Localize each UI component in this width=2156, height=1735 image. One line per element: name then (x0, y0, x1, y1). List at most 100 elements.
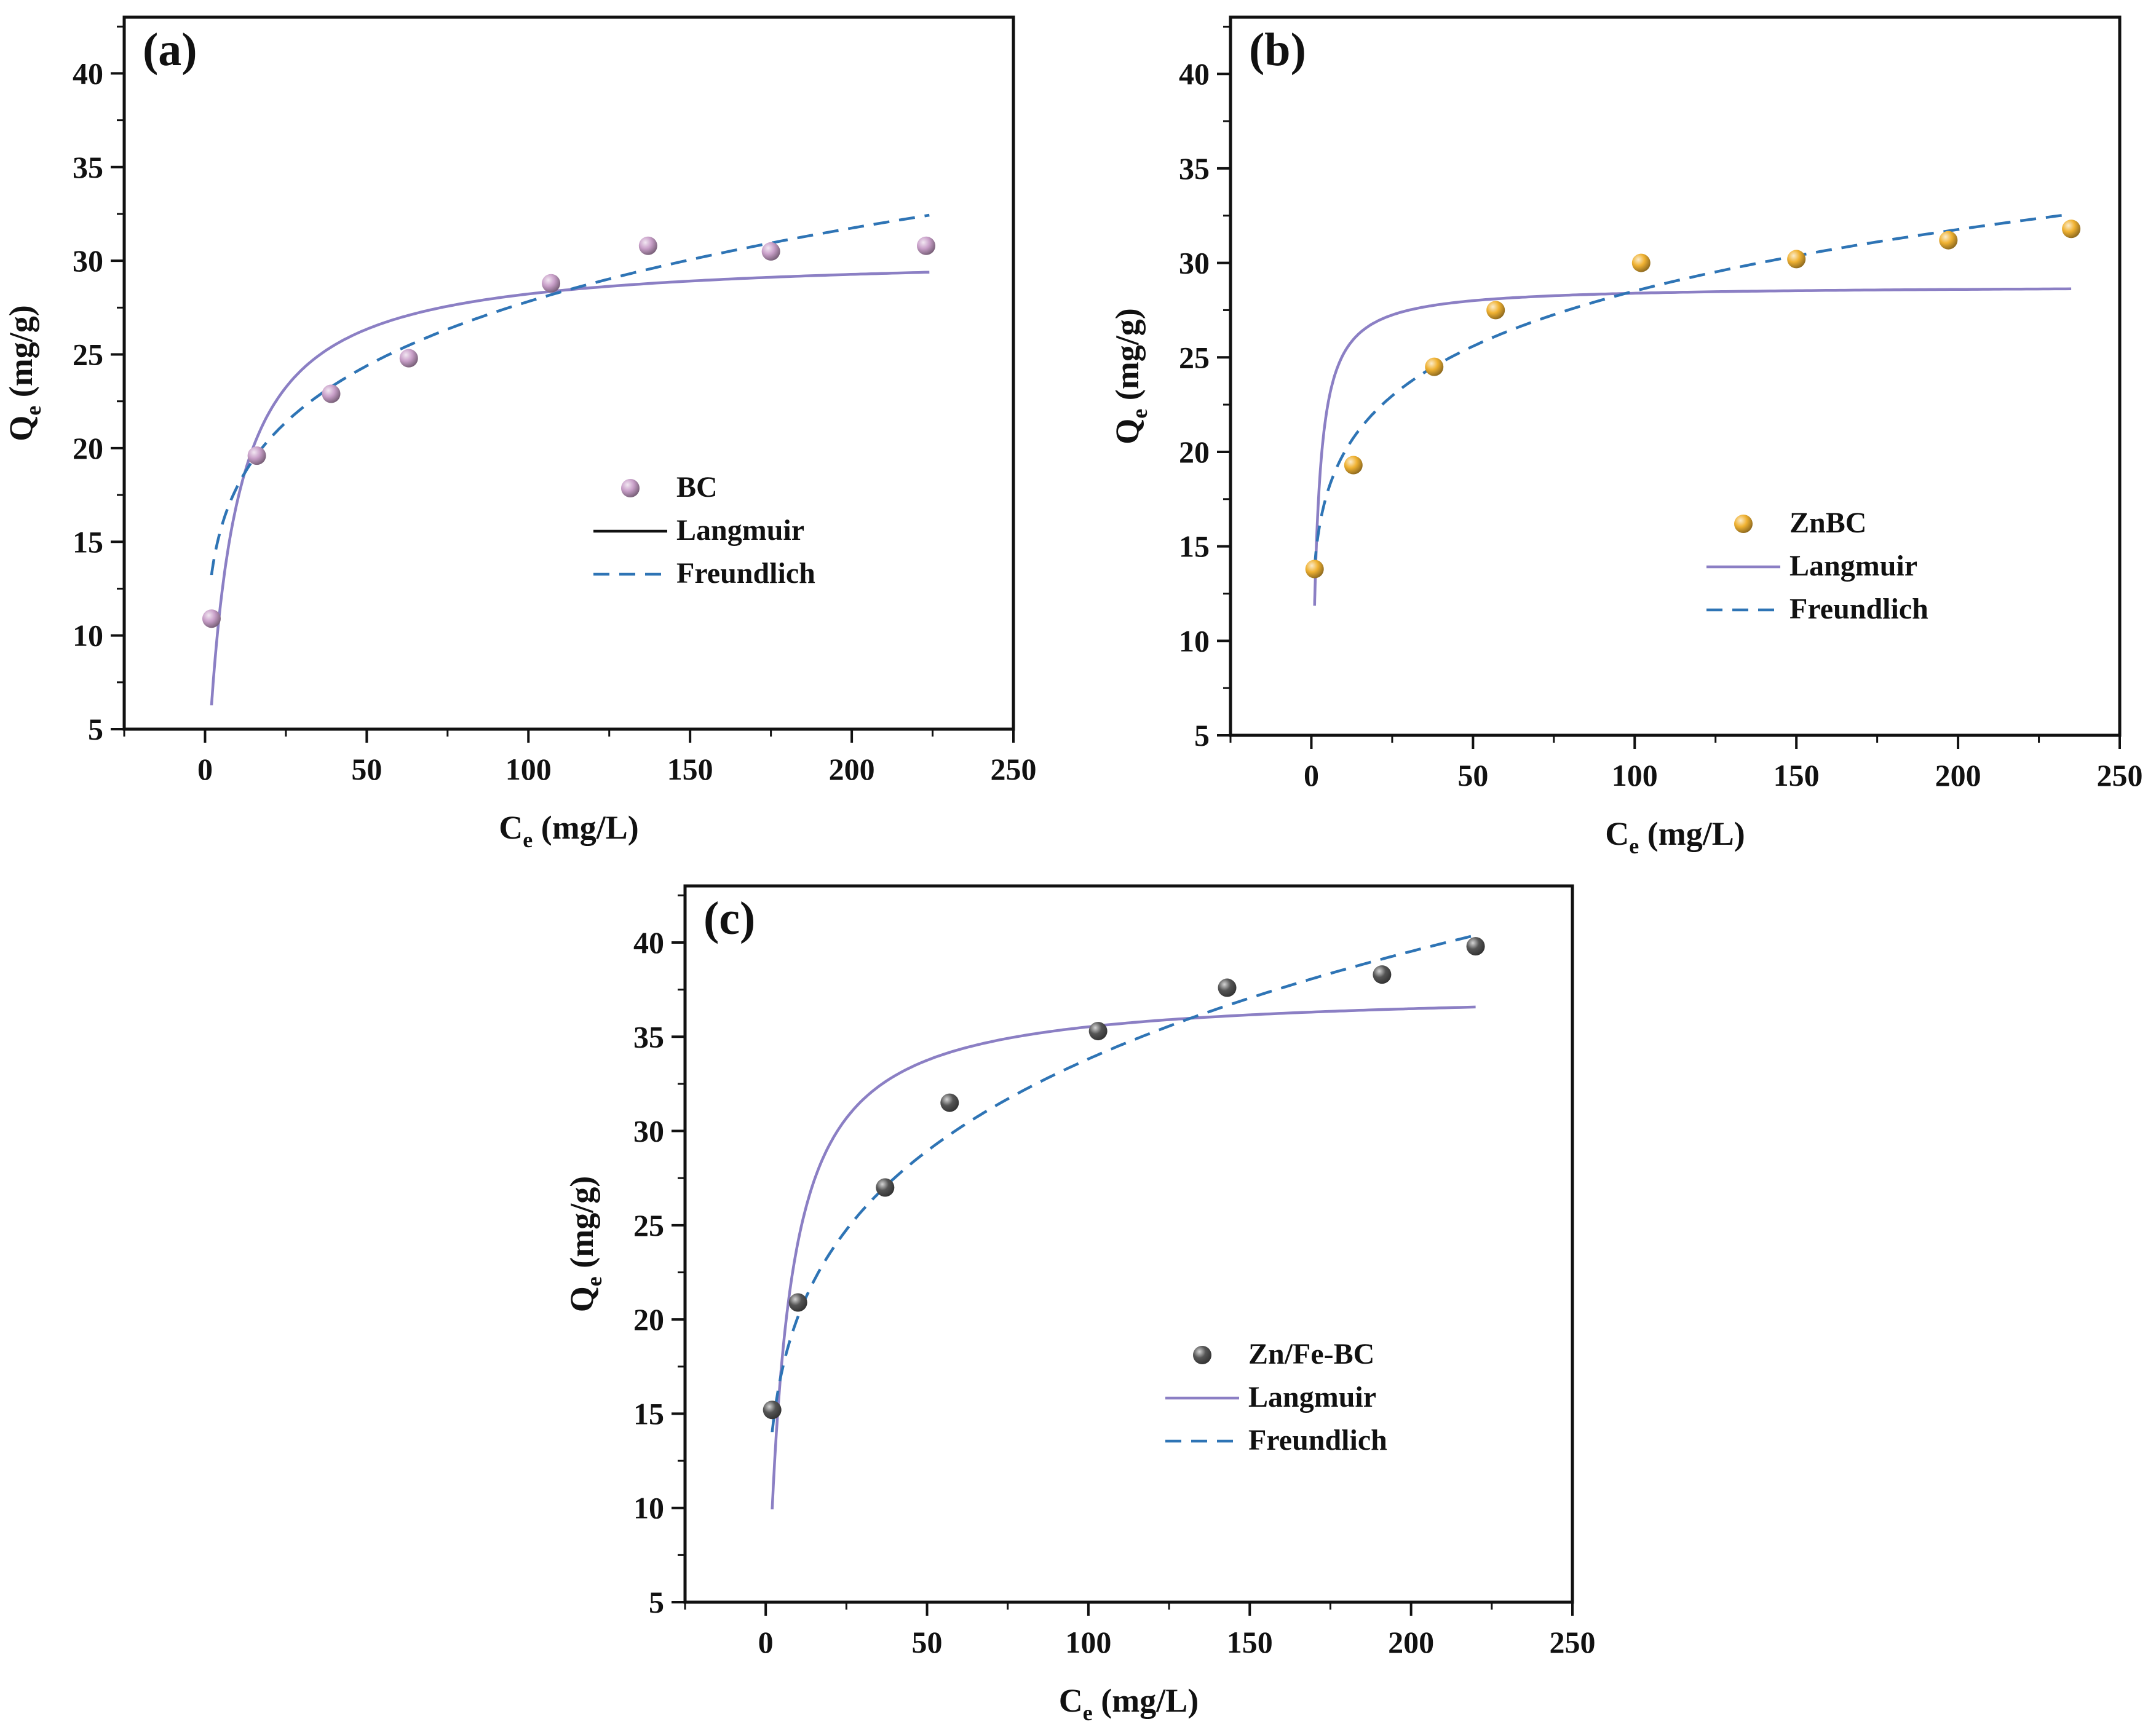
legend-label: BC (676, 471, 718, 504)
x-tick-label: 200 (829, 752, 875, 786)
x-tick-label: 200 (1935, 758, 1981, 792)
y-tick-label: 15 (633, 1396, 664, 1431)
y-tick-label: 35 (1179, 151, 1210, 186)
y-tick-label: 40 (1179, 57, 1210, 91)
data-point (1631, 253, 1651, 272)
y-tick-label: 25 (633, 1208, 664, 1243)
x-tick-label: 150 (667, 752, 713, 786)
y-axis-title: Qe (mg/g) (1109, 308, 1152, 444)
y-axis-title: Qe (mg/g) (563, 1176, 606, 1312)
data-point (788, 1293, 807, 1312)
data-point (1486, 301, 1505, 320)
legend-label: Langmuir (676, 514, 804, 547)
x-axis-title: Ce (mg/L) (1605, 815, 1745, 858)
x-tick-label: 200 (1388, 1625, 1434, 1659)
data-point (542, 274, 561, 293)
y-tick-label: 5 (88, 712, 103, 746)
x-tick-label: 150 (1227, 1625, 1273, 1659)
x-tick-label: 100 (1612, 758, 1658, 792)
freundlich-fit-line (210, 213, 930, 575)
legend-marker (1734, 515, 1753, 533)
y-tick-label: 15 (1179, 529, 1210, 564)
x-axis-title: Ce (mg/L) (1059, 1682, 1199, 1725)
y-tick-label: 10 (73, 619, 103, 653)
x-tick-label: 250 (1550, 1625, 1596, 1659)
y-tick-label: 30 (1179, 246, 1210, 280)
legend: Zn/Fe-BC Langmuir Freundlich (1165, 1338, 1387, 1456)
x-tick-label: 50 (351, 752, 382, 786)
y-tick-label: 20 (1179, 435, 1210, 469)
y-tick-label: 20 (73, 431, 103, 465)
legend-label: Langmuir (1789, 550, 1917, 582)
data-point (1218, 978, 1237, 997)
legend-label: Langmuir (1248, 1381, 1376, 1413)
legend-label: Freundlich (1248, 1424, 1387, 1456)
chart-panel-3: 0 50 100 150 200 250 5 10 15 20 25 30 35 40 Ce (mg/L) Q… (563, 884, 1596, 1725)
y-tick-label: 5 (1194, 718, 1210, 753)
y-tick-label: 15 (73, 524, 103, 559)
y-axis-title: Qe (mg/g) (2, 305, 46, 441)
data-point (2062, 219, 2081, 239)
x-tick-label: 0 (758, 1625, 774, 1659)
legend-label: Freundlich (676, 557, 815, 590)
data-point (202, 609, 221, 628)
panel-label: (b) (1249, 24, 1306, 76)
legend-label: Zn/Fe-BC (1248, 1338, 1374, 1370)
y-tick-label: 35 (633, 1019, 664, 1054)
data-point (638, 236, 657, 255)
langmuir-fit-line (771, 1005, 1476, 1509)
x-axis-title: Ce (mg/L) (499, 809, 638, 852)
y-tick-label: 35 (73, 150, 103, 184)
data-point (761, 242, 780, 261)
data-point (763, 1401, 782, 1420)
legend-marker (1193, 1346, 1211, 1364)
y-tick-label: 25 (73, 338, 103, 372)
panel-label: (c) (703, 893, 755, 944)
data-point (1425, 357, 1444, 376)
x-tick-label: 250 (2097, 758, 2143, 792)
y-tick-label: 30 (73, 243, 103, 278)
legend-marker (621, 479, 640, 497)
data-point (917, 236, 936, 255)
x-tick-label: 0 (1304, 758, 1319, 792)
legend: ZnBC Langmuir Freundlich (1706, 507, 1928, 625)
x-tick-label: 100 (505, 752, 552, 786)
x-tick-label: 100 (1065, 1625, 1111, 1659)
langmuir-fit-line (1313, 287, 2072, 606)
plot-frame (122, 15, 1015, 731)
y-tick-label: 10 (1179, 623, 1210, 658)
x-tick-label: 0 (197, 752, 213, 786)
y-tick-label: 5 (649, 1585, 664, 1619)
x-tick-label: 50 (1457, 758, 1488, 792)
data-point (399, 349, 418, 368)
langmuir-fit-line (210, 271, 930, 706)
chart-panel-1: 0 50 100 150 200 250 5 10 15 20 25 30 35 40 Ce (mg/L) Q… (2, 15, 1037, 852)
y-tick-label: 40 (73, 56, 103, 90)
y-tick-label: 30 (633, 1114, 664, 1148)
data-point (1088, 1022, 1108, 1041)
data-point (940, 1093, 959, 1112)
legend-label: Freundlich (1789, 593, 1928, 625)
data-point (876, 1178, 895, 1197)
plot-frame (1229, 15, 2122, 737)
data-point (322, 384, 341, 403)
data-point (1787, 250, 1806, 269)
freundlich-fit-line (771, 934, 1476, 1433)
data-point (1344, 456, 1363, 475)
legend-label: ZnBC (1789, 507, 1866, 539)
y-tick-label: 40 (633, 925, 664, 960)
panel-label: (a) (143, 24, 197, 76)
x-tick-label: 50 (912, 1625, 943, 1659)
data-point (247, 446, 266, 465)
plot-frame (683, 884, 1574, 1604)
data-point (1466, 937, 1485, 956)
y-tick-label: 25 (1179, 340, 1210, 374)
chart-panel-2: 0 50 100 150 200 250 5 10 15 20 25 30 35 40 Ce (mg/L) Q… (1109, 15, 2143, 858)
data-point (1939, 231, 1958, 250)
y-tick-label: 20 (633, 1302, 664, 1337)
legend: BC Langmuir Freundlich (593, 471, 815, 590)
data-point (1305, 559, 1324, 579)
data-point (1373, 965, 1392, 984)
x-tick-label: 250 (991, 752, 1037, 786)
